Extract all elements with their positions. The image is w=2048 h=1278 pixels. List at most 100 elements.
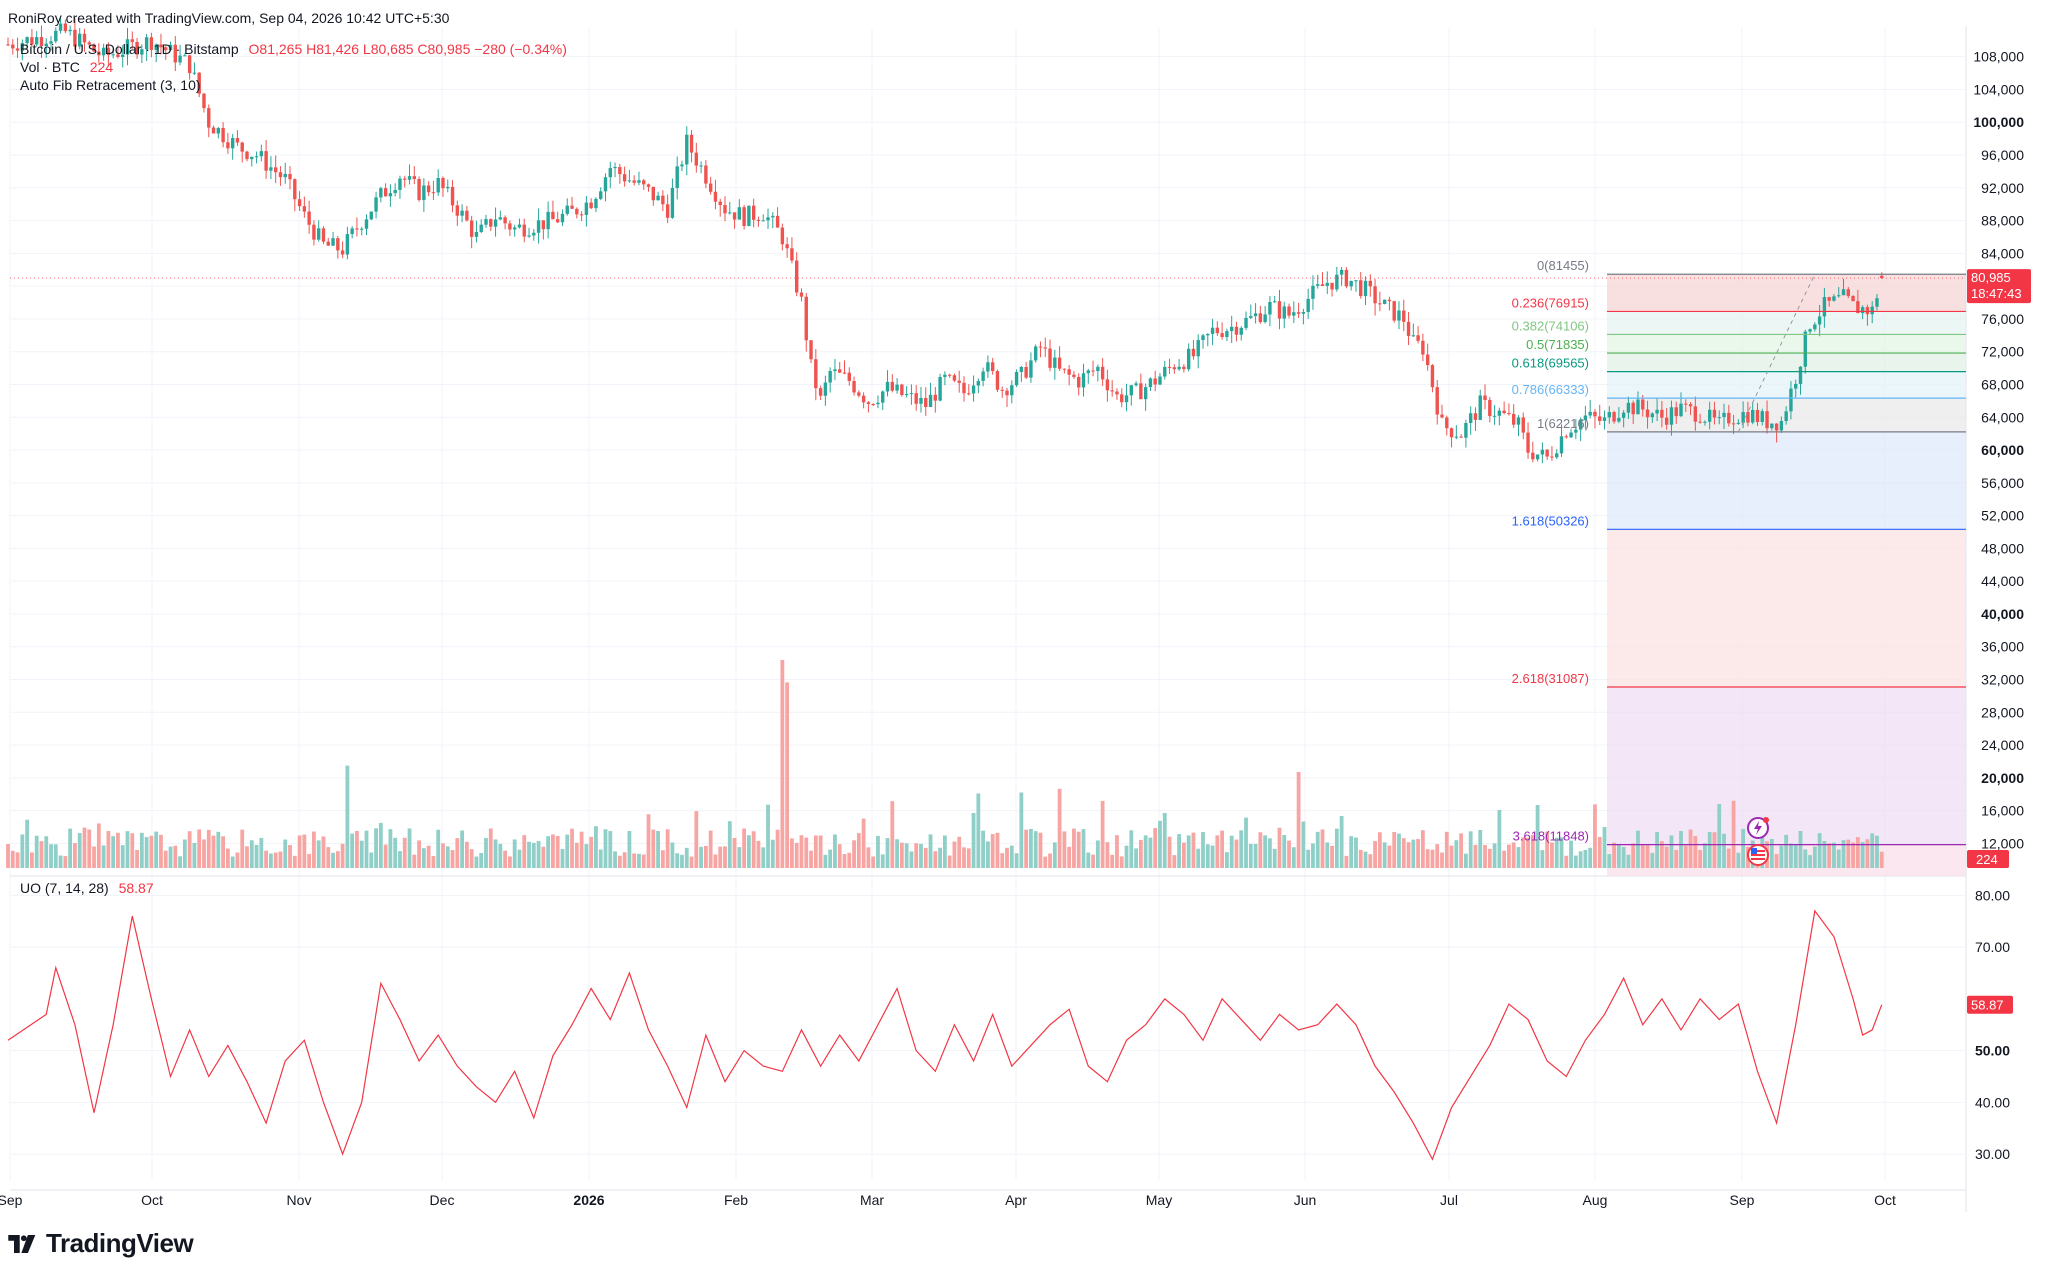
volume-bar bbox=[895, 839, 899, 868]
candle-body-down bbox=[622, 174, 627, 182]
candle-body-down bbox=[273, 167, 278, 173]
price-tick-label: 12,000 bbox=[1981, 835, 2024, 851]
candle-body-down bbox=[1062, 368, 1067, 370]
volume-bar bbox=[938, 847, 942, 868]
candle-body-down bbox=[1067, 369, 1071, 375]
volume-bar bbox=[221, 836, 225, 868]
volume-bar bbox=[1707, 832, 1712, 868]
volume-bar bbox=[1291, 847, 1296, 868]
candle-body-down bbox=[1880, 275, 1884, 279]
uo-legend[interactable]: UO (7, 14, 28) 58.87 bbox=[20, 880, 160, 896]
candle-body-up bbox=[1583, 415, 1588, 421]
last-price-badge bbox=[1967, 269, 2031, 304]
volume-bar bbox=[1315, 831, 1320, 868]
volume-bar bbox=[197, 829, 202, 868]
volume-legend[interactable]: Vol · BTC 224 bbox=[20, 59, 119, 75]
volume-bar bbox=[962, 847, 966, 868]
volume-bar bbox=[1607, 854, 1612, 868]
volume-bar bbox=[971, 812, 976, 868]
volume-bar bbox=[670, 842, 675, 868]
candle-body-down bbox=[871, 404, 875, 406]
volume-bar bbox=[1855, 837, 1860, 868]
volume-bar bbox=[923, 847, 928, 868]
volume-bar bbox=[785, 682, 790, 868]
volume-bar bbox=[436, 829, 441, 868]
candle-body-down bbox=[1277, 301, 1282, 319]
volume-bar bbox=[1674, 849, 1679, 868]
volume-bar bbox=[73, 843, 77, 868]
candle-body-down bbox=[799, 292, 804, 297]
candle-body-up bbox=[1770, 423, 1774, 429]
volume-bars bbox=[6, 660, 1884, 868]
candle-body-down bbox=[1182, 366, 1186, 370]
candle-body-up bbox=[1349, 280, 1353, 287]
candle-body-down bbox=[751, 205, 756, 220]
volume-bar bbox=[1640, 844, 1645, 868]
candle-body-down bbox=[1215, 327, 1220, 334]
volume-bar bbox=[1832, 842, 1836, 868]
volume-bar bbox=[1406, 842, 1411, 868]
candle-body-up bbox=[532, 232, 536, 236]
candle-body-up bbox=[919, 397, 923, 404]
volume-bar bbox=[1196, 848, 1201, 868]
volume-bar bbox=[1703, 843, 1707, 868]
volume-bar bbox=[986, 841, 990, 868]
volume-bar bbox=[1827, 843, 1832, 868]
volume-bar bbox=[933, 851, 938, 868]
candle-body-up bbox=[1841, 289, 1846, 296]
candle-body-up bbox=[1559, 436, 1564, 454]
volume-bar bbox=[1377, 832, 1382, 868]
volume-bar bbox=[651, 829, 656, 868]
volume-bar bbox=[1836, 849, 1841, 868]
volume-bar bbox=[1535, 805, 1540, 868]
candle-body-down bbox=[661, 195, 665, 205]
candle-body-up bbox=[183, 55, 187, 57]
fib-indicator-label: Auto Fib Retracement (3, 10) bbox=[20, 77, 201, 93]
candle-body-up bbox=[1468, 413, 1473, 423]
volume-bar bbox=[1143, 835, 1148, 868]
volume-bar bbox=[1851, 842, 1855, 868]
candle-body-up bbox=[1703, 421, 1707, 423]
candle-body-down bbox=[847, 372, 851, 381]
fib-level-label: 0.618(69565) bbox=[1512, 356, 1589, 371]
candle-body-down bbox=[780, 227, 785, 245]
candle-body-up bbox=[388, 193, 393, 197]
fib-zone bbox=[1607, 274, 1966, 312]
candle-body-down bbox=[412, 176, 416, 180]
candle-body-down bbox=[1664, 417, 1669, 425]
price-tick-label: 84,000 bbox=[1981, 245, 2024, 261]
volume-bar bbox=[316, 840, 321, 868]
volume-bar bbox=[1416, 839, 1420, 868]
volume-bar bbox=[608, 831, 613, 868]
volume-bar bbox=[374, 828, 378, 868]
fib-legend[interactable]: Auto Fib Retracement (3, 10) bbox=[20, 77, 207, 93]
volume-bar bbox=[206, 829, 211, 868]
volume-bar bbox=[417, 840, 421, 868]
volume-bar bbox=[1841, 840, 1846, 868]
volume-bar bbox=[369, 852, 374, 868]
brand-name: TradingView bbox=[46, 1228, 194, 1258]
candle-body-up bbox=[1354, 280, 1358, 282]
flash-icon bbox=[1754, 821, 1762, 835]
candle-body-down bbox=[665, 204, 670, 218]
tradingview-logo[interactable]: TradingView bbox=[8, 1228, 194, 1259]
candle-body-up bbox=[1158, 376, 1162, 385]
volume-bar bbox=[1119, 856, 1124, 868]
candle-body-up bbox=[594, 198, 598, 209]
volume-bar bbox=[135, 849, 139, 868]
candle-body-up bbox=[474, 231, 479, 237]
volume-bar bbox=[68, 828, 73, 868]
symbol-legend[interactable]: Bitcoin / U.S. Dollar · 1D · Bitstamp O8… bbox=[20, 41, 573, 57]
volume-bar bbox=[383, 844, 388, 868]
fib-labels: 0(81455) 0.236(76915) 0.382(74106) 0.5(7183… bbox=[1512, 258, 1589, 843]
candle-body-down bbox=[1521, 417, 1525, 433]
candle-body-down bbox=[1167, 366, 1172, 368]
candle-body-up bbox=[981, 371, 985, 381]
candle-body-up bbox=[1206, 333, 1210, 336]
volume-bar bbox=[1368, 854, 1373, 868]
volume-bar bbox=[1659, 841, 1664, 868]
volume-bar bbox=[225, 848, 230, 868]
candle-body-down bbox=[1698, 421, 1702, 423]
